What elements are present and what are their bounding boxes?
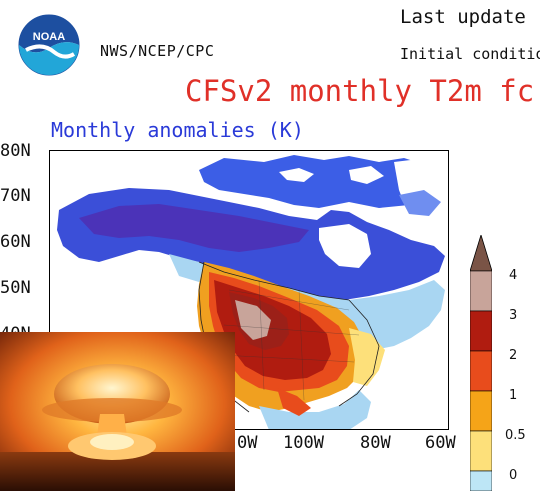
mushroom-cloud-photo: [0, 332, 235, 491]
colorbar-label-2: 2: [509, 348, 518, 363]
colorbar-swatch-0-0.5: [470, 430, 492, 472]
organization-label: NWS/NCEP/CPC: [100, 42, 215, 60]
noaa-logo: NOAA: [18, 14, 80, 76]
colorbar-swatch-0.5-1: [470, 390, 492, 432]
colorbar-swatch-below-0: [470, 470, 492, 491]
lon-label-60w: 60W: [425, 433, 456, 453]
colorbar-label-0.5: 0.5: [505, 428, 526, 443]
lon-label-100w: 100W: [283, 433, 324, 453]
lat-label-50n: 50N: [0, 278, 31, 298]
colorbar-label-3: 3: [509, 308, 518, 323]
lat-label-60n: 60N: [0, 232, 31, 252]
map-subtitle: Monthly anomalies (K): [51, 118, 304, 142]
logo-text: NOAA: [33, 31, 65, 43]
lon-label-80w: 80W: [360, 433, 391, 453]
last-update-label: Last update: [400, 6, 526, 28]
lat-label-70n: 70N: [0, 186, 31, 206]
colorbar-swatch-1-2: [470, 350, 492, 392]
main-title: CFSv2 monthly T2m fc: [185, 74, 535, 108]
colorbar-label-1: 1: [509, 388, 518, 403]
colorbar-arrow: [470, 235, 492, 272]
lat-label-80n: 80N: [0, 141, 31, 161]
colorbar: [470, 235, 492, 491]
colorbar-swatch-3-4: [470, 270, 492, 312]
initial-conditions-label: Initial condition: [400, 45, 540, 63]
lon-label-120w: 0W: [237, 433, 258, 453]
colorbar-label-4: 4: [509, 268, 518, 283]
colorbar-swatch-2-3: [470, 310, 492, 352]
colorbar-label-0: 0: [509, 468, 518, 483]
